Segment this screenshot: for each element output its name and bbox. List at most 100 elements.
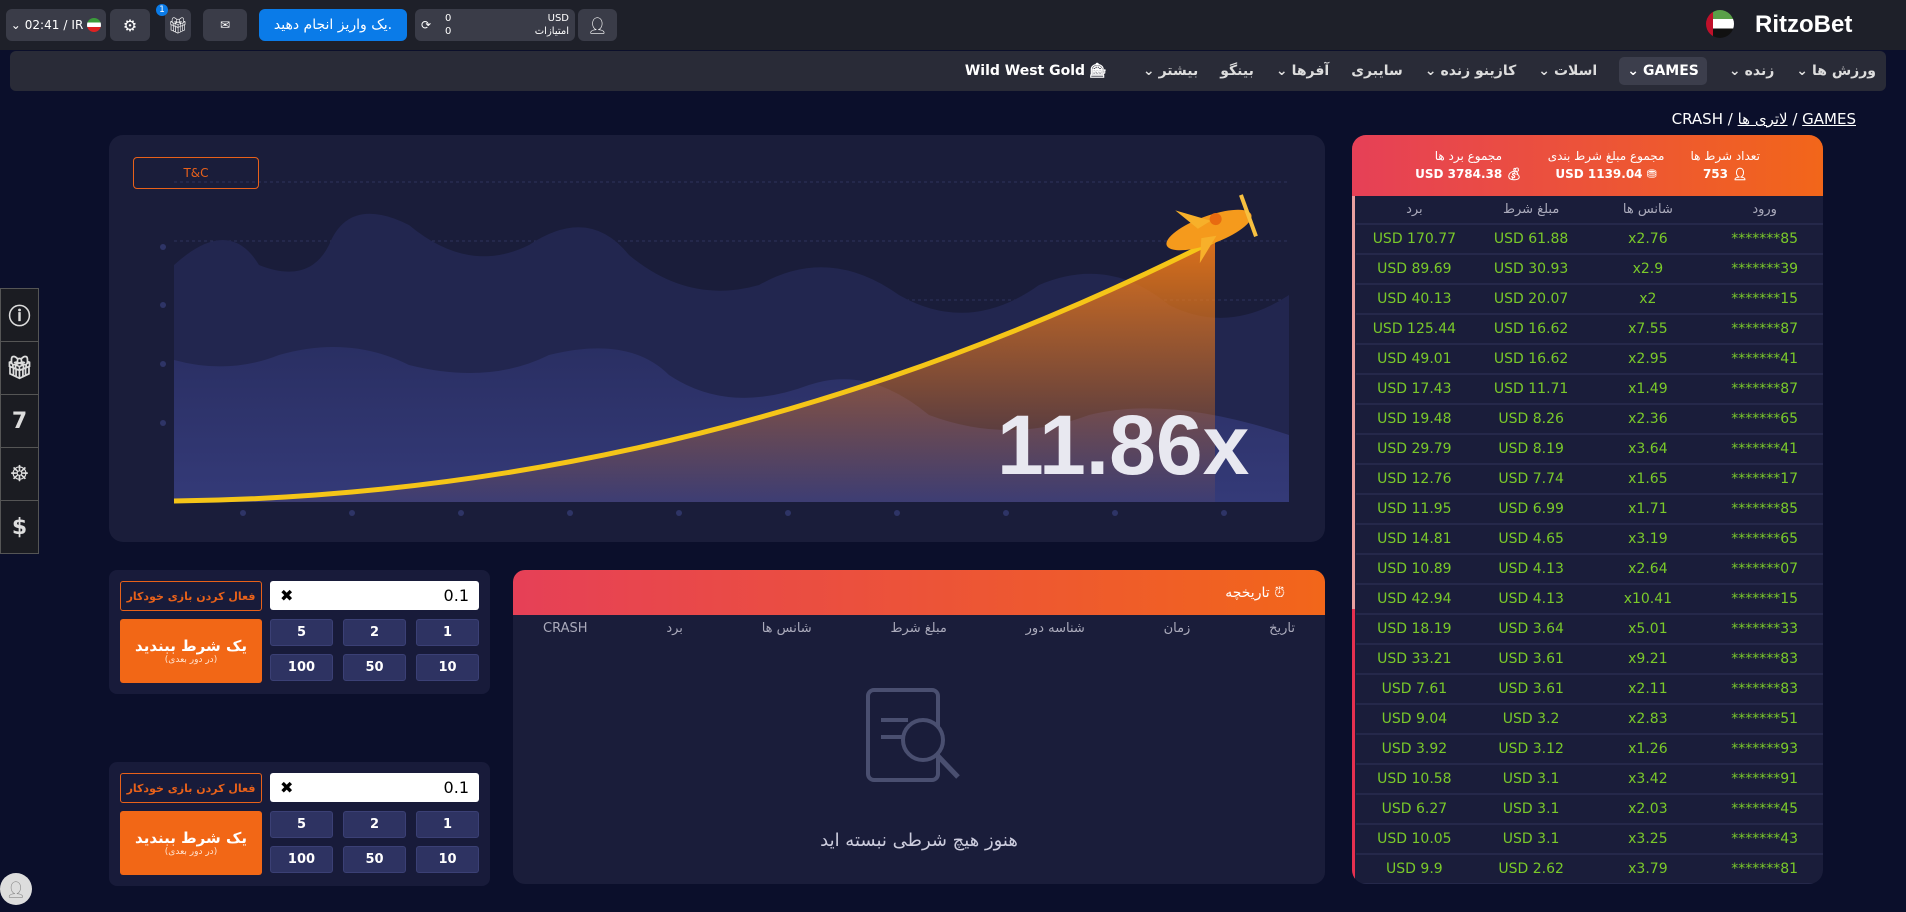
quick-amount[interactable]: 1: [416, 619, 479, 646]
stat-bet-count: تعداد شرط ها 👤︎ 753: [1690, 149, 1760, 196]
wheel-icon[interactable]: ☸: [0, 447, 39, 501]
nav-games[interactable]: GAMES ⌄: [1619, 57, 1707, 85]
airplane-icon: [1166, 194, 1258, 264]
table-cell: x2.03: [1628, 801, 1668, 817]
table-cell: x2.76: [1628, 231, 1668, 247]
messages-button[interactable]: ✉: [203, 9, 247, 41]
breadcrumb-lotteries[interactable]: لاتری ها: [1737, 110, 1788, 128]
table-cell: 41*******: [1731, 441, 1799, 457]
crash-game-canvas: T&C 11.86x: [109, 135, 1325, 542]
quick-amount[interactable]: 10: [416, 846, 479, 873]
table-cell: x3.19: [1628, 531, 1668, 547]
quick-amount[interactable]: 5: [270, 811, 333, 838]
col-header: برد: [1406, 202, 1423, 217]
table-cell: USD 17.43: [1377, 381, 1452, 397]
points-label: امتیازات: [534, 26, 569, 37]
quick-amount[interactable]: 50: [343, 846, 406, 873]
table-row: 45******* x2.03 USD 3.1 USD 6.27: [1356, 795, 1823, 825]
gift-icon[interactable]: 🎁︎: [0, 341, 39, 395]
table-row: 87******* x1.49 USD 11.71 USD 17.43: [1356, 375, 1823, 405]
table-cell: USD 3.1: [1502, 801, 1560, 817]
side-toolbar: ⓘ 🎁︎ 7 ☸ $: [0, 288, 39, 554]
breadcrumb: CRASH / لاتری ها / GAMES: [1671, 110, 1856, 128]
crash-graph: [160, 181, 1289, 516]
nav-label: سایبری: [1351, 63, 1403, 79]
table-cell: USD 10.89: [1377, 561, 1452, 577]
table-row: 41******* x3.64 USD 8.19 USD 29.79: [1356, 435, 1823, 465]
country-code: IR: [71, 18, 84, 32]
nav-cyber[interactable]: سایبری: [1351, 57, 1403, 85]
table-row: 33******* x5.01 USD 3.64 USD 18.19: [1356, 615, 1823, 645]
table-cell: x3.64: [1628, 441, 1668, 457]
table-row: 85******* x1.71 USD 6.99 USD 11.95: [1356, 495, 1823, 525]
nav-bingo[interactable]: بینگو: [1220, 57, 1254, 85]
col-header: تاریخ: [1269, 620, 1295, 636]
bet-amount-input[interactable]: ✖ 0.1: [270, 581, 479, 610]
clear-icon[interactable]: ✖: [280, 586, 294, 605]
refresh-icon[interactable]: ⟳: [420, 18, 432, 32]
gift-button[interactable]: 🎁︎ 1: [156, 4, 191, 41]
table-cell: USD 8.19: [1498, 441, 1564, 457]
table-row: 17******* x1.65 USD 7.74 USD 12.76: [1356, 465, 1823, 495]
table-cell: 83*******: [1731, 681, 1799, 697]
time-language-selector[interactable]: ⌄ 02:41/ IR: [6, 9, 106, 41]
nav-live-casino[interactable]: کازینو زنده ⌄: [1425, 57, 1516, 85]
table-cell: 65*******: [1731, 411, 1799, 427]
settings-button[interactable]: ⚙: [110, 9, 150, 41]
support-chat-button[interactable]: 👤︎: [0, 873, 32, 905]
main-nav: ورزش ها ⌄ زنده ⌄ GAMES ⌄ اسلات ⌄ کازینو زنده…: [10, 51, 1886, 91]
bet-amount-input[interactable]: ✖ 0.1: [270, 773, 479, 802]
table-row: 15******* x2 USD 20.07 USD 40.13: [1356, 285, 1823, 315]
dollar-icon[interactable]: $: [0, 500, 39, 554]
quick-amount[interactable]: 10: [416, 654, 479, 681]
table-cell: USD 3.92: [1381, 741, 1448, 757]
slot-machine-icon: 🎰︎: [1089, 63, 1107, 79]
nav-promo-wild-west-gold[interactable]: 🎰︎ Wild West Gold: [965, 57, 1107, 85]
table-cell: 33*******: [1731, 621, 1799, 637]
info-icon[interactable]: ⓘ: [0, 288, 39, 342]
table-cell: USD 3.12: [1498, 741, 1564, 757]
nav-more[interactable]: بیشتر ⌄: [1143, 57, 1198, 85]
quick-amount[interactable]: 1: [416, 811, 479, 838]
chevron-down-icon: ⌄: [1142, 63, 1155, 79]
nav-offers[interactable]: آفرها ⌄: [1276, 57, 1329, 85]
quick-amount[interactable]: 5: [270, 619, 333, 646]
table-cell: 93*******: [1731, 741, 1799, 757]
profile-menu-button[interactable]: 👤︎: [578, 9, 617, 41]
table-cell: USD 3.1: [1502, 831, 1560, 847]
table-cell: USD 4.13: [1498, 561, 1564, 577]
nav-sports[interactable]: ورزش ها ⌄: [1796, 57, 1876, 85]
auto-play-button[interactable]: فعال کردن بازی خودکار: [120, 773, 262, 803]
auto-play-button[interactable]: فعال کردن بازی خودکار: [120, 581, 262, 611]
deposit-button[interactable]: یک واریز انجام دهید.: [259, 9, 407, 41]
table-cell: x1.26: [1628, 741, 1668, 757]
table-cell: x9.21: [1628, 651, 1668, 667]
table-cell: 81*******: [1731, 861, 1799, 877]
table-cell: USD 16.62: [1493, 351, 1569, 367]
logo[interactable]: RitzoBet: [1755, 11, 1853, 38]
nav-live[interactable]: زنده ⌄: [1729, 57, 1774, 85]
multiplier-display: 11.86x: [997, 398, 1250, 492]
table-cell: USD 33.21: [1377, 651, 1452, 667]
quick-amount[interactable]: 2: [343, 619, 406, 646]
scroll-indicator[interactable]: [1352, 196, 1355, 884]
quick-amount[interactable]: 50: [343, 654, 406, 681]
clear-icon[interactable]: ✖: [280, 778, 294, 797]
nav-slots[interactable]: اسلات ⌄: [1538, 57, 1597, 85]
breadcrumb-games[interactable]: GAMES: [1802, 110, 1856, 128]
table-cell: x2.11: [1628, 681, 1668, 697]
place-bet-button[interactable]: یک شرط ببندید (در دور بعدی): [120, 811, 262, 875]
seven-icon[interactable]: 7: [0, 394, 39, 448]
envelope-icon: ✉: [219, 18, 231, 32]
breadcrumb-current: CRASH: [1671, 110, 1723, 128]
table-cell: 85*******: [1731, 231, 1799, 247]
table-row: 83******* x9.21 USD 3.61 USD 33.21: [1356, 645, 1823, 675]
terms-button[interactable]: T&C: [133, 157, 259, 189]
place-bet-button[interactable]: یک شرط ببندید (در دور بعدی): [120, 619, 262, 683]
quick-amount[interactable]: 100: [270, 654, 333, 681]
table-cell: 65*******: [1731, 531, 1799, 547]
quick-amount[interactable]: 100: [270, 846, 333, 873]
uae-flag-icon[interactable]: [1706, 10, 1734, 38]
live-bets-panel: تعداد شرط ها 👤︎ 753 مجموع مبلغ شرط بندی ⛃ …: [1352, 135, 1823, 884]
quick-amount[interactable]: 2: [343, 811, 406, 838]
